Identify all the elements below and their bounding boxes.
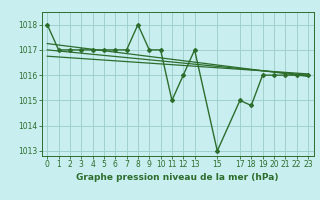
X-axis label: Graphe pression niveau de la mer (hPa): Graphe pression niveau de la mer (hPa) — [76, 173, 279, 182]
